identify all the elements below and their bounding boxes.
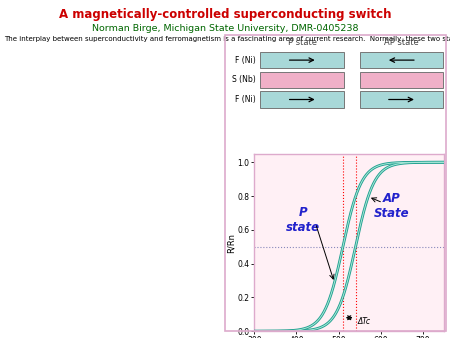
Text: The interplay between superconductivity and ferromagnetism is a fascinating area: The interplay between superconductivity … (4, 35, 450, 42)
Bar (360, 72, 443, 88)
Text: ΔTc: ΔTc (358, 317, 371, 325)
Text: S (Nb): S (Nb) (232, 75, 256, 84)
Bar (360, 91, 443, 108)
Y-axis label: R/Rn: R/Rn (227, 233, 236, 252)
Text: P
state: P state (286, 206, 320, 234)
Bar (360, 52, 443, 68)
Text: F (Ni): F (Ni) (235, 56, 256, 65)
Text: F (Ni): F (Ni) (235, 95, 256, 104)
Bar (260, 91, 344, 108)
Text: AP
State: AP State (374, 192, 409, 220)
Bar (260, 52, 344, 68)
Text: Norman Birge, Michigan State University, DMR-0405238: Norman Birge, Michigan State University,… (92, 24, 358, 33)
Bar (260, 72, 344, 88)
Text: A magnetically-controlled superconducting switch: A magnetically-controlled superconductin… (59, 8, 391, 21)
Text: AP state: AP state (384, 38, 419, 47)
Text: P state: P state (288, 38, 317, 47)
